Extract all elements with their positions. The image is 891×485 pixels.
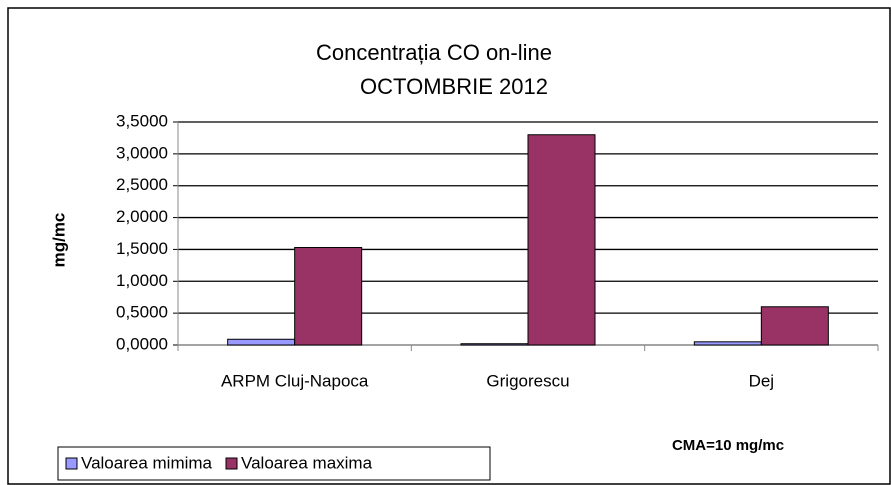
y-tick-label: 2,5000 — [116, 175, 168, 194]
y-axis-label: mg/mc — [49, 213, 68, 268]
y-tick-label: 0,0000 — [116, 334, 168, 353]
y-tick-label: 2,0000 — [116, 207, 168, 226]
chart-title: Concentrația CO on-line — [316, 40, 552, 65]
legend-label: Valoarea mimima — [81, 453, 213, 472]
chart-subtitle: OCTOMBRIE 2012 — [360, 74, 548, 99]
y-tick-label: 3,0000 — [116, 143, 168, 162]
y-tick-label: 0,5000 — [116, 303, 168, 322]
x-tick-label: ARPM Cluj-Napoca — [221, 371, 369, 390]
bar — [227, 338, 296, 346]
x-tick-label: Dej — [749, 371, 775, 390]
annotation: CMA=10 mg/mc — [672, 437, 784, 454]
bar — [760, 306, 829, 346]
chart-frame — [7, 7, 891, 485]
bar — [527, 134, 596, 346]
legend-swatch — [225, 457, 238, 470]
y-tick-label: 3,5000 — [116, 111, 168, 130]
legend-swatch — [65, 457, 78, 470]
legend-label: Valoarea maxima — [241, 453, 373, 472]
bar — [294, 247, 363, 346]
bar — [693, 341, 762, 346]
y-tick-label: 1,5000 — [116, 239, 168, 258]
x-tick-label: Grigorescu — [486, 371, 569, 390]
y-tick-label: 1,0000 — [116, 271, 168, 290]
legend-box — [57, 446, 491, 481]
bar — [460, 343, 529, 346]
